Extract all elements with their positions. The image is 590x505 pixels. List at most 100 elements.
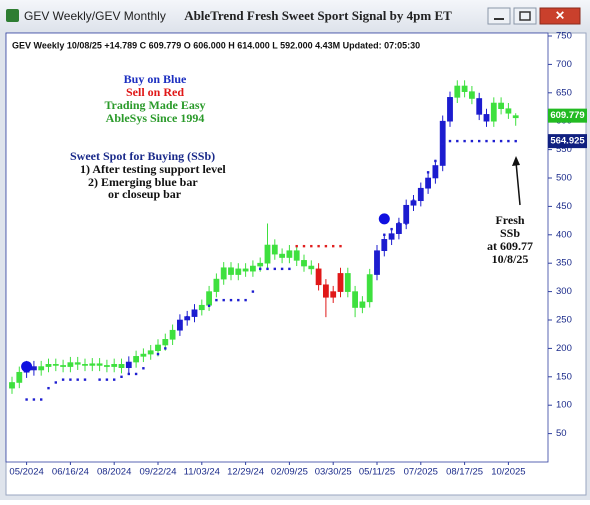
candle-body	[82, 364, 88, 366]
support-dot	[215, 298, 218, 302]
x-tick-label: 07/2025	[404, 467, 438, 478]
y-tick-label: 200	[556, 343, 572, 354]
y-tick-label: 300	[556, 286, 572, 297]
support-dot	[456, 139, 459, 143]
candle-body	[147, 350, 154, 355]
annotation: 2) Emerging blue bar	[88, 175, 198, 189]
maximize-button[interactable]	[513, 7, 537, 25]
candle-body	[315, 268, 322, 286]
last-stop-tag	[548, 134, 587, 149]
support-dot	[69, 378, 72, 381]
y-tick-label: 150	[556, 371, 572, 382]
candle-body	[9, 382, 15, 389]
support-dot	[463, 139, 466, 143]
y-tick-label: 100	[556, 400, 572, 411]
y-tick-label: 350	[556, 258, 572, 269]
candle-body	[425, 177, 431, 189]
candle-body	[352, 291, 358, 308]
support-dot	[470, 139, 474, 143]
support-dot	[178, 324, 182, 327]
annotation: Sweet Spot for Buying (SSb)	[70, 149, 215, 163]
candle-body	[228, 267, 234, 275]
support-dot	[383, 233, 386, 236]
signal-dot	[378, 213, 390, 225]
candle-body	[271, 244, 278, 255]
callout-arrowhead	[512, 156, 520, 166]
candle-body	[374, 250, 380, 275]
candle-body	[395, 223, 402, 234]
candle-body	[60, 365, 66, 367]
candle-body	[498, 102, 504, 110]
support-dot	[61, 378, 65, 381]
candle-body	[133, 356, 139, 363]
candle-body	[67, 362, 74, 367]
candle-body	[30, 366, 37, 371]
candle-body	[344, 273, 351, 292]
x-tick-label: 09/22/24	[140, 467, 177, 478]
candle-body	[490, 102, 497, 122]
support-dot	[142, 367, 145, 370]
last-price-tag-label: 609.779	[550, 110, 584, 121]
callout-text: at 609.77	[487, 239, 533, 253]
x-tick-label: 11/03/24	[184, 467, 220, 478]
info-line: GEV Weekly 10/08/25 +14.789 C 609.779 O …	[12, 40, 420, 50]
candle-body	[279, 253, 285, 258]
close-button[interactable]	[539, 7, 581, 25]
candle-body	[286, 250, 293, 258]
annotation: AbleSys Since 1994	[106, 111, 205, 125]
annotation: Sell on Red	[126, 85, 184, 99]
candle-body	[366, 274, 373, 303]
support-dot	[251, 290, 255, 293]
candle-body	[220, 267, 227, 280]
candle-body	[512, 115, 519, 119]
support-dot	[514, 139, 517, 143]
support-dot	[405, 222, 408, 225]
y-tick-label: 400	[556, 229, 572, 240]
support-dot	[47, 386, 50, 390]
resistance-dot	[324, 244, 328, 248]
x-tick-label: 05/2024	[9, 467, 43, 478]
annotation: 1) After testing support level	[80, 162, 226, 176]
candle-body	[505, 108, 512, 114]
chart-title: AbleTrend Fresh Sweet Sport Signal by 4p…	[184, 8, 452, 23]
support-dot	[83, 378, 87, 381]
support-dot	[273, 267, 276, 271]
y-tick-label: 50	[556, 428, 567, 439]
candle-body	[308, 265, 315, 270]
candle-body	[242, 268, 249, 272]
support-dot	[186, 315, 189, 319]
candle-body	[293, 250, 300, 261]
candle-body	[447, 97, 453, 122]
last-price-tag	[548, 108, 587, 123]
x-tick-label: 12/29/24	[227, 467, 264, 478]
maximize-icon	[519, 11, 531, 21]
x-tick-label: 08/17/25	[446, 467, 483, 478]
candle-body	[38, 366, 45, 371]
support-dot	[229, 298, 233, 302]
minimize-button[interactable]	[487, 7, 511, 25]
resistance-dot	[332, 244, 335, 248]
candle-body	[301, 260, 307, 267]
resistance-dot	[339, 244, 342, 248]
candle-body	[89, 363, 96, 366]
support-dot	[156, 352, 160, 356]
resistance-dot	[295, 244, 298, 248]
support-dot	[237, 298, 240, 302]
x-tick-label: 10/2025	[491, 467, 525, 478]
candle-body	[483, 114, 490, 122]
x-tick-label: 05/11/25	[359, 467, 395, 478]
candle-body	[250, 265, 256, 272]
y-tick-label: 700	[556, 59, 572, 70]
support-dot	[25, 398, 28, 401]
candle-body	[140, 353, 147, 357]
support-dot	[32, 398, 36, 401]
support-dot	[478, 139, 481, 143]
candle-body	[206, 291, 212, 306]
support-dot	[419, 188, 422, 191]
candle-body	[191, 309, 198, 317]
close-icon: ✕	[555, 9, 565, 23]
candle-body	[213, 278, 220, 292]
candle-body	[476, 98, 483, 115]
candle-body	[52, 364, 59, 366]
app-icon	[6, 9, 19, 22]
